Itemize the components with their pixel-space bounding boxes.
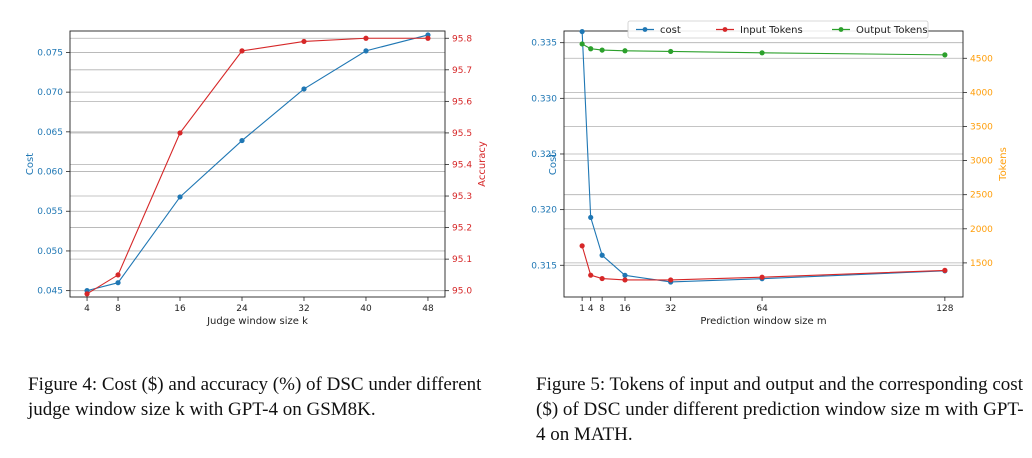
series-1-point-1	[588, 272, 594, 278]
x-tick-label-1: 4	[588, 304, 594, 314]
series-2-point-1	[588, 46, 594, 52]
series-0-point-1	[115, 280, 121, 286]
x-tick-label-1: 8	[115, 304, 121, 314]
y-right-tick-label-0: 1500	[970, 259, 993, 269]
y-right-tick-label-4: 3500	[970, 122, 993, 132]
y-right-tick-label-2: 95.2	[452, 224, 472, 234]
plot-frame	[563, 30, 964, 298]
series-0-point-3	[622, 272, 628, 278]
series-1-point-3	[239, 48, 245, 54]
y-left-tick-label-1: 0.320	[531, 206, 557, 216]
y-right-tick-label-2: 2500	[970, 191, 993, 201]
series-2-point-2	[599, 47, 605, 53]
series-2-point-0	[579, 41, 585, 47]
y-right-tick-label-1: 95.1	[452, 255, 472, 265]
x-tick-label-0: 1	[579, 304, 585, 314]
x-axis-label: Judge window size k	[206, 316, 308, 327]
y-left-axis-label: Cost	[25, 153, 36, 175]
series-1-point-1	[115, 272, 121, 278]
chart-fig4: 4 8 16 24 32 40 480.0450.0500.0550.0600.0650.0…	[25, 30, 488, 327]
y-right-axis-label: Tokens	[998, 147, 1009, 182]
y-left-tick-label-1: 0.050	[37, 247, 63, 257]
series-1-point-3	[622, 277, 628, 283]
series-1-point-4	[668, 277, 674, 283]
series-line-0	[86, 34, 429, 292]
y-right-tick-label-8: 95.8	[452, 34, 472, 44]
y-left-tick-label-4: 0.065	[37, 128, 63, 138]
legend-marker-0	[642, 27, 648, 32]
x-tick-label-6: 48	[422, 304, 434, 314]
series-2-point-4	[668, 48, 674, 55]
legend-box	[627, 20, 929, 39]
y-left-tick-label-3: 0.060	[37, 168, 63, 178]
x-tick-label-4: 32	[665, 304, 676, 314]
figure-4-caption: Figure 4: Cost ($) and accuracy (%) of D…	[28, 374, 482, 420]
series-1-point-2	[599, 275, 605, 282]
legend-label-1: Input Tokens	[740, 25, 803, 36]
series-1-point-5	[363, 35, 369, 41]
x-tick-label-4: 32	[298, 304, 309, 314]
chart-fig5: 1 4 8 16 32 64 128 0.315 0.320 0.325 0.330 0.335 150…	[531, 20, 1009, 327]
series-line-0	[581, 31, 945, 283]
y-right-tick-label-0: 95.0	[452, 287, 472, 297]
y-right-tick-label-3: 3000	[970, 157, 993, 167]
y-left-axis-label: Cost	[548, 153, 559, 175]
y-right-tick-label-7: 95.7	[452, 66, 472, 76]
legend-label-2: Output Tokens	[856, 25, 928, 36]
x-tick-label-5: 40	[360, 304, 372, 314]
series-2-point-3	[622, 48, 628, 54]
x-tick-label-3: 16	[619, 304, 631, 314]
figure-5-caption: Figure 5: Tokens of input and output and…	[536, 374, 1024, 445]
series-1-point-2	[177, 130, 183, 136]
y-right-axis-label: Accuracy	[477, 141, 488, 187]
plot-frame	[69, 30, 446, 298]
series-1-point-6	[425, 35, 431, 41]
series-2-point-5	[759, 50, 765, 56]
y-right-tick-label-1: 2000	[970, 225, 993, 235]
y-left-tick-label-4: 0.335	[531, 39, 557, 49]
legend-label-0: cost	[660, 25, 681, 36]
x-tick-label-3: 24	[236, 304, 248, 314]
y-right-tick-label-5: 4000	[970, 88, 993, 98]
series-2-point-6	[942, 52, 948, 58]
series-1-point-0	[579, 243, 585, 249]
series-0-point-0	[579, 28, 585, 35]
legend-marker-2	[838, 27, 844, 32]
x-tick-label-2: 8	[599, 304, 605, 314]
legend-marker-1	[722, 27, 728, 32]
y-left-tick-label-0: 0.315	[531, 261, 557, 271]
x-tick-label-5: 64	[756, 304, 768, 314]
y-right-tick-label-4: 95.4	[452, 160, 472, 170]
y-left-tick-label-2: 0.325	[531, 150, 557, 160]
y-left-tick-label-5: 0.070	[37, 88, 63, 98]
series-0-point-4	[301, 86, 307, 92]
x-tick-label-0: 4	[84, 304, 90, 314]
y-left-tick-label-3: 0.330	[531, 94, 557, 104]
series-0-point-3	[239, 137, 245, 144]
x-axis-label: Prediction window size m	[700, 316, 826, 327]
series-0-point-2	[177, 194, 183, 200]
series-0-point-1	[588, 214, 594, 221]
series-1-point-6	[942, 267, 948, 273]
y-right-tick-label-5: 95.5	[452, 129, 472, 139]
y-right-tick-label-6: 95.6	[452, 97, 472, 107]
y-left-tick-label-2: 0.055	[37, 207, 63, 217]
series-1-point-0	[84, 291, 90, 297]
x-tick-label-2: 16	[174, 304, 186, 314]
y-left-tick-label-0: 0.045	[37, 287, 63, 297]
series-0-point-5	[363, 48, 369, 54]
series-1-point-5	[759, 274, 765, 280]
series-1-point-4	[301, 38, 307, 45]
y-right-tick-label-6: 4500	[970, 54, 993, 64]
series-0-point-2	[599, 252, 605, 258]
y-right-tick-label-3: 95.3	[452, 192, 472, 202]
y-left-tick-label-6: 0.075	[37, 48, 63, 58]
x-tick-label-6: 128	[936, 304, 953, 314]
